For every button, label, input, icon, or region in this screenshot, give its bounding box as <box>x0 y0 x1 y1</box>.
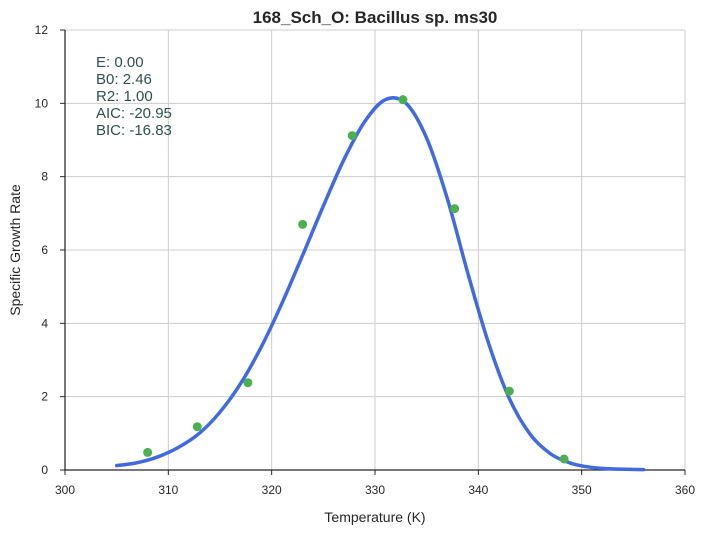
stat-line: BIC: -16.83 <box>96 122 172 139</box>
data-point <box>143 447 153 457</box>
y-tick-label: 4 <box>41 316 48 330</box>
stat-value: 2.46 <box>123 71 152 88</box>
y-tick-label: 0 <box>41 463 48 477</box>
data-point <box>347 131 357 141</box>
stat-value: 1.00 <box>124 88 153 105</box>
stat-line: R2: 1.00 <box>96 88 153 105</box>
stat-line: B0: 2.46 <box>96 71 152 88</box>
x-tick-label: 320 <box>262 483 282 497</box>
data-point <box>559 454 569 464</box>
fit-curve <box>114 96 646 472</box>
stat-value: -20.95 <box>129 105 172 122</box>
x-tick-label: 350 <box>572 483 592 497</box>
stat-label: E: <box>96 54 114 71</box>
y-axis-title: Specific Growth Rate <box>7 184 23 316</box>
fit-curve-group <box>114 96 646 472</box>
stat-value: -16.83 <box>129 122 172 139</box>
y-tick-label: 6 <box>41 243 48 257</box>
x-tick-label: 330 <box>365 483 385 497</box>
y-tick-label: 2 <box>41 390 48 404</box>
grid <box>64 29 686 471</box>
data-point <box>192 422 202 432</box>
stat-label: BIC: <box>96 122 129 139</box>
data-point <box>298 219 308 229</box>
x-tick-label: 300 <box>55 483 75 497</box>
data-point <box>398 95 408 105</box>
stat-line: E: 0.00 <box>96 54 144 71</box>
y-tick-label: 10 <box>35 96 49 110</box>
x-tick-label: 360 <box>675 483 695 497</box>
y-tick-label: 12 <box>35 23 49 37</box>
x-axis-title: Temperature (K) <box>324 509 425 525</box>
x-tick-label: 340 <box>468 483 488 497</box>
y-tick-label: 8 <box>41 170 48 184</box>
data-point <box>450 204 460 214</box>
stat-label: AIC: <box>96 105 129 122</box>
data-point <box>504 386 514 396</box>
tick-labels: 300 310 320 330 340 350 360 0 2 4 6 8 10 12 <box>35 23 696 497</box>
data-points <box>143 95 569 464</box>
chart-title: 168_Sch_O: Bacillus sp. ms30 <box>253 8 498 27</box>
stat-label: R2: <box>96 88 124 105</box>
x-tick-label: 310 <box>158 483 178 497</box>
data-point <box>243 378 253 388</box>
stat-label: B0: <box>96 71 123 88</box>
stat-line: AIC: -20.95 <box>96 105 172 122</box>
stat-value: 0.00 <box>114 54 143 71</box>
